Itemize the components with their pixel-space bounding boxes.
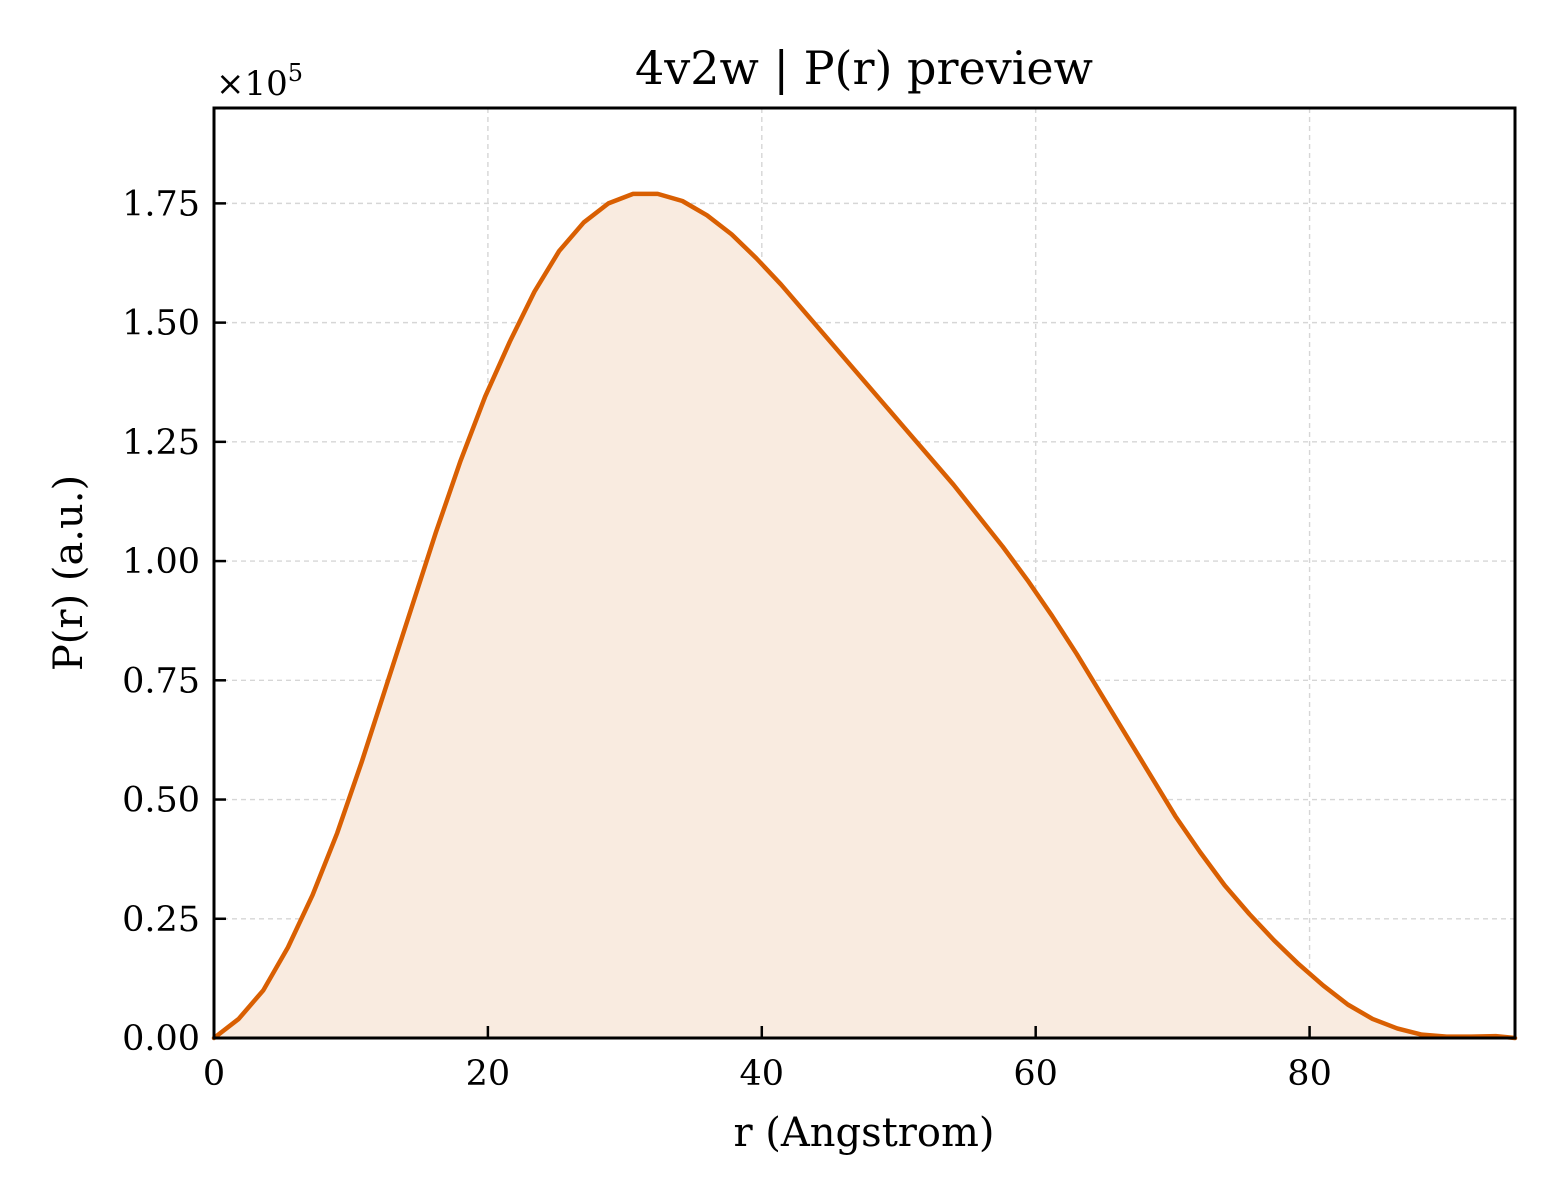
y-tick-label: 1.25 (122, 423, 200, 463)
x-axis-label: r (Angstrom) (733, 1110, 994, 1156)
y-axis-multiplier: ×105 (216, 59, 303, 104)
x-tick-label: 0 (203, 1054, 225, 1094)
y-tick-label: 0.75 (122, 661, 200, 701)
y-tick-label: 1.00 (122, 542, 200, 582)
y-tick-label: 1.50 (122, 304, 200, 344)
x-tick-label: 40 (740, 1054, 785, 1094)
y-axis-multiplier-base: ×10 (216, 64, 288, 104)
y-axis-label: P(r) (a.u.) (46, 475, 92, 671)
y-tick-label: 0.50 (122, 781, 200, 821)
y-tick-label: 0.25 (122, 900, 200, 940)
x-tick-label: 60 (1013, 1054, 1058, 1094)
y-axis-multiplier-exponent: 5 (288, 59, 303, 87)
axis-ticks: 0 20 40 60 80 0.00 0.25 0.50 0.75 1.00 1.25 1.50 1.7… (122, 184, 1332, 1094)
y-tick-label: 1.75 (122, 184, 200, 224)
plot-frame (212, 106, 1517, 1040)
chart-title: 4v2w | P(r) preview (635, 41, 1093, 95)
pr-series-line (211, 191, 1518, 1041)
pr-area-fill (214, 193, 1515, 1039)
x-tick-label: 80 (1287, 1054, 1332, 1094)
x-tick-label: 20 (466, 1054, 511, 1094)
y-tick-label: 0.00 (122, 1019, 200, 1059)
